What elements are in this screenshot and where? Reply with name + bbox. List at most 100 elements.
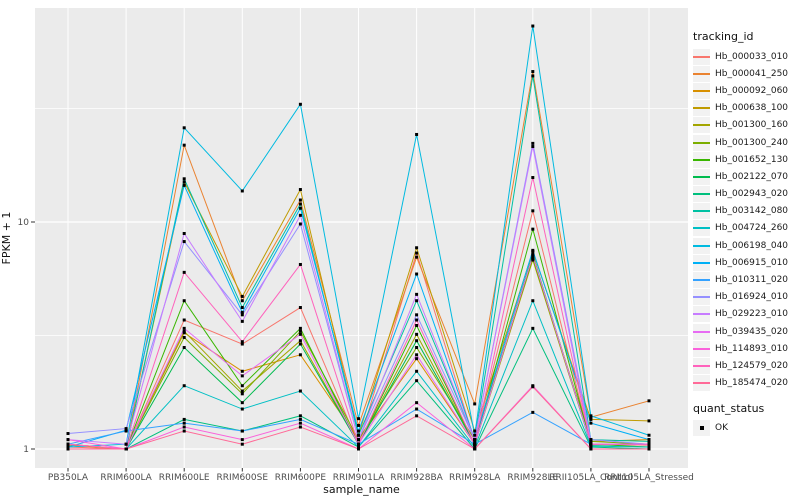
legend-item-label: Hb_006198_040 [715,240,789,251]
legend-color-key [693,134,710,151]
point-marker [124,429,128,433]
point-marker [357,445,360,449]
legend-item-Hb_000092_060: Hb_000092_060 [693,82,799,99]
point-marker [357,429,360,433]
point-marker [589,442,593,446]
point-marker [124,442,128,446]
x-axis-title: sample_name [323,483,400,496]
point-marker [647,447,651,451]
point-marker [473,447,477,451]
point-marker [182,345,186,349]
point-marker [240,306,244,310]
point-marker [589,414,593,418]
legend-item-label: OK [715,423,728,434]
legend-color-key [693,357,710,374]
point-marker [240,313,244,317]
legend-line-icon [693,55,710,58]
legend-item-Hb_000041_250: Hb_000041_250 [693,65,799,82]
y-tick-label: 10 [18,218,30,228]
point-marker [531,145,535,149]
x-tick-label: RRIM600PE [275,473,327,483]
legend-line-icon [693,72,710,75]
point-marker [531,257,535,261]
point-marker [415,369,419,373]
legend-color-key [693,151,710,168]
point-marker [415,379,419,383]
point-marker [298,389,302,393]
legend-color-key [693,306,710,323]
legend-item-label: Hb_016924_010 [715,292,789,303]
legend-item-Hb_010311_020: Hb_010311_020 [693,271,799,289]
point-marker [531,227,535,231]
point-marker [182,335,186,339]
point-marker [66,432,70,436]
point-marker [182,384,186,388]
plot-panel [35,8,688,468]
x-tick-label: RRIM901LA [333,473,385,483]
point-marker [298,332,302,336]
point-marker [182,231,186,235]
point-marker [298,326,302,330]
legend-color-key [693,82,710,99]
legend-item-label: Hb_001300_160 [715,120,789,131]
legend-item-Hb_016924_010: Hb_016924_010 [693,289,799,306]
point-marker [415,345,419,349]
point-marker [298,206,302,210]
point-marker [531,70,535,74]
point-marker [182,177,186,181]
legend-line-icon [693,141,710,144]
point-marker [415,339,419,343]
point-marker [531,176,535,180]
point-marker [531,299,535,303]
point-marker [415,414,419,418]
legend-item-label: Hb_124579_020 [715,360,789,371]
point-marker [531,248,535,252]
legend-line-icon [693,296,710,299]
point-marker [298,417,302,421]
point-marker [298,198,302,202]
point-marker [531,326,535,330]
legend-line-icon [693,158,710,161]
point-marker [415,407,419,411]
legend-line-icon [693,364,710,367]
legend-color-key [693,340,710,357]
legend-item-label: Hb_001300_240 [715,137,789,148]
legend-line-icon [693,330,710,333]
point-marker [298,306,302,310]
legend-item-label: Hb_000033_010 [715,51,789,62]
legend-item-Hb_114893_010: Hb_114893_010 [693,340,799,357]
data-points [66,24,651,451]
legend-item-Hb_000033_010: Hb_000033_010 [693,48,799,65]
point-marker [298,342,302,346]
black-square-point-icon [699,426,704,431]
point-marker [647,399,651,403]
legend-item-Hb_001300_240: Hb_001300_240 [693,134,799,151]
point-marker [182,180,186,184]
point-marker [298,102,302,106]
point-marker [66,445,70,449]
legend-item-ok: OK [693,420,799,437]
legend-line-icon [693,175,710,178]
point-marker [240,340,244,344]
y-axis-title: FPKM + 1 [0,211,13,265]
point-marker [240,310,244,314]
point-marker [415,299,419,303]
legend: tracking_id Hb_000033_010 Hb_000041_250 Hb… [693,30,799,437]
legend-item-label: Hb_010311_020 [715,275,789,286]
point-marker [298,202,302,206]
legend-color-key [693,323,710,340]
point-marker [357,417,360,421]
point-marker [415,353,419,357]
legend-color-key [693,117,710,134]
point-marker [589,438,593,442]
point-marker [182,240,186,244]
point-marker [647,419,651,423]
point-marker [182,329,186,333]
legend-item-label: Hb_000041_250 [715,68,789,79]
tracking-id-legend-items: Hb_000033_010 Hb_000041_250 Hb_000092_060 H… [693,48,799,392]
point-marker [240,299,244,303]
point-marker [240,389,244,393]
x-tick-label: RRIM928LE [507,473,558,483]
point-marker [531,410,535,414]
